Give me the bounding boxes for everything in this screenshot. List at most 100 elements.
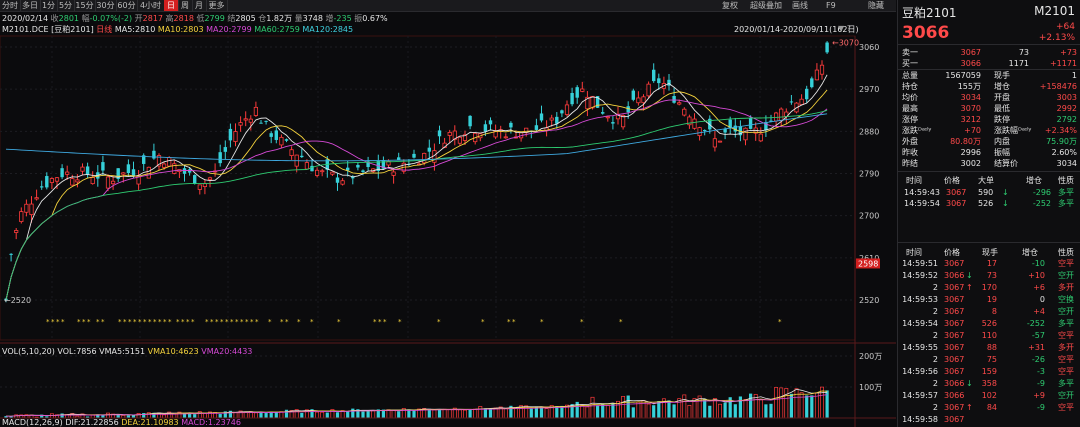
stat-value: 3034 bbox=[960, 93, 981, 102]
stat-value: 2996 bbox=[960, 148, 981, 157]
volume-bar-up bbox=[320, 411, 325, 419]
candle-up bbox=[564, 104, 570, 115]
volume-bar-up bbox=[784, 388, 789, 419]
toolbar-right-4[interactable]: 隐藏 bbox=[868, 1, 884, 10]
period-tab-3[interactable]: 5分 bbox=[57, 0, 75, 11]
candle-up bbox=[819, 64, 825, 75]
info-date: 2020/02/14 bbox=[2, 14, 49, 23]
stat-label: 最高 bbox=[902, 104, 918, 113]
big-tick-price: 3067 bbox=[946, 199, 967, 208]
trade-time: 14:59:56 bbox=[902, 367, 938, 376]
candle-up bbox=[585, 96, 590, 110]
volume-bar-down bbox=[626, 395, 630, 418]
trade-delta: +9 bbox=[1033, 391, 1045, 400]
volume-bar-up bbox=[544, 408, 549, 419]
candle-down bbox=[310, 165, 314, 172]
candle-up bbox=[54, 177, 60, 182]
trade-vol: 73 bbox=[986, 271, 997, 280]
candle-up bbox=[29, 203, 34, 215]
signal-star: * bbox=[123, 318, 127, 326]
volume-bar-down bbox=[575, 401, 579, 418]
bid-row: 买一 3066 1171 +1171 bbox=[898, 58, 1080, 69]
period-tab-11[interactable]: 更多 bbox=[206, 0, 228, 11]
volume-bar-down bbox=[825, 390, 829, 418]
candle-down bbox=[274, 130, 278, 140]
trade-time: 14:59:52 bbox=[902, 271, 938, 280]
vma5-value: VMA5:5151 bbox=[99, 347, 146, 356]
candle-down bbox=[300, 155, 304, 158]
big-tick-header-3: 增仓 bbox=[1026, 176, 1042, 185]
volume-bar-down bbox=[361, 411, 365, 418]
signal-star: * bbox=[163, 318, 167, 326]
volume-bar-down bbox=[300, 412, 304, 418]
volume-bar-down bbox=[310, 409, 314, 418]
period-tab-1[interactable]: 多日 bbox=[20, 0, 41, 11]
symbol-label: M2101.DCE [豆粕2101] bbox=[2, 25, 94, 34]
candle-down bbox=[40, 186, 44, 188]
date-range-label: 2020/01/14-2020/09/11(162日) bbox=[734, 25, 859, 34]
candle-up bbox=[121, 172, 126, 175]
signal-star: * bbox=[437, 318, 441, 326]
signal-star: * bbox=[619, 318, 623, 326]
trade-vol: 84 bbox=[986, 403, 997, 412]
candle-up bbox=[340, 180, 345, 185]
volume-bar-down bbox=[769, 403, 773, 418]
candle-up bbox=[391, 171, 396, 176]
vol-tick-label: 100万 bbox=[859, 383, 882, 392]
stat-value: 3070 bbox=[960, 104, 981, 113]
candle-down bbox=[488, 120, 493, 125]
period-tab-2[interactable]: 1分 bbox=[40, 0, 58, 11]
price-tick-label: 2610 bbox=[859, 254, 879, 263]
macd-value: MACD:1.23746 bbox=[181, 418, 241, 427]
period-tab-8[interactable]: 日 bbox=[164, 0, 179, 11]
period-tab-5[interactable]: 30分 bbox=[95, 0, 117, 11]
toolbar-right-2[interactable]: 画线 bbox=[792, 1, 808, 10]
high-price-label: ←3070 bbox=[832, 38, 859, 47]
volume-bar-down bbox=[488, 409, 493, 418]
candle-down bbox=[534, 125, 539, 130]
stat-label: 涨跌ᴰᵃᶦˡʸ bbox=[902, 126, 932, 135]
period-tab-10[interactable]: 月 bbox=[192, 0, 207, 11]
bar-info-line: 2020/02/14 收2801 幅-0.07%(-2) 开2817 高2818… bbox=[2, 13, 388, 24]
signal-star: * bbox=[383, 318, 387, 326]
trade-price: 3067 bbox=[944, 331, 965, 340]
trade-row: 2 3067 ↑ 84 -9 空平 bbox=[898, 402, 1080, 413]
candle-down bbox=[703, 130, 707, 132]
stat-label: 持仓 bbox=[902, 82, 918, 91]
candle-up bbox=[75, 179, 80, 183]
candle-up bbox=[677, 102, 682, 105]
candle-down bbox=[223, 147, 227, 152]
range-dropdown-icon[interactable]: ▼ ? bbox=[838, 24, 851, 33]
period-tab-9[interactable]: 周 bbox=[178, 0, 193, 11]
signal-star: * bbox=[373, 318, 377, 326]
period-tab-0[interactable]: 分时 bbox=[0, 0, 21, 11]
toolbar-right-0[interactable]: 复权 bbox=[722, 1, 738, 10]
trade-time: 2 bbox=[932, 379, 938, 388]
trade-price: 3067 bbox=[944, 283, 965, 292]
stat-value-2: +2.34% bbox=[1044, 126, 1077, 135]
candle-up bbox=[146, 166, 151, 179]
price-marker-box bbox=[856, 258, 880, 269]
trade-row: 14:59:54 3067 526 -252 多平 bbox=[898, 318, 1080, 329]
candle-down bbox=[509, 122, 513, 128]
period-tab-4[interactable]: 15分 bbox=[74, 0, 96, 11]
price-tick-label: 2790 bbox=[859, 170, 879, 179]
volume-bar-down bbox=[218, 414, 222, 418]
period-toolbar: 分时 多日 1分 5分 15分 30分 60分 4小时日周月更多 复权 超级叠加 画线 F9 隐藏 bbox=[0, 0, 896, 12]
trade-arrow: ↑ bbox=[966, 283, 973, 292]
candle-up bbox=[161, 163, 167, 168]
trade-price: 3066 bbox=[944, 379, 965, 388]
kline-chart[interactable]: 3060 2970 2880 2790 2700 2610 2520 ←2520 ←3070 25… bbox=[0, 0, 896, 427]
signal-star: * bbox=[205, 318, 209, 326]
info-close: 2801 bbox=[58, 14, 80, 23]
candle-down bbox=[728, 119, 732, 129]
volume-bar-up bbox=[677, 398, 682, 419]
signal-star: * bbox=[297, 318, 301, 326]
signal-star: * bbox=[61, 318, 65, 326]
period-tab-6[interactable]: 60分 bbox=[116, 0, 138, 11]
candle-up bbox=[172, 163, 177, 174]
candle-down bbox=[142, 155, 146, 164]
trade-type: 空平 bbox=[1058, 403, 1074, 412]
toolbar-right-3[interactable]: F9 bbox=[826, 1, 836, 10]
toolbar-right-1[interactable]: 超级叠加 bbox=[750, 1, 782, 10]
